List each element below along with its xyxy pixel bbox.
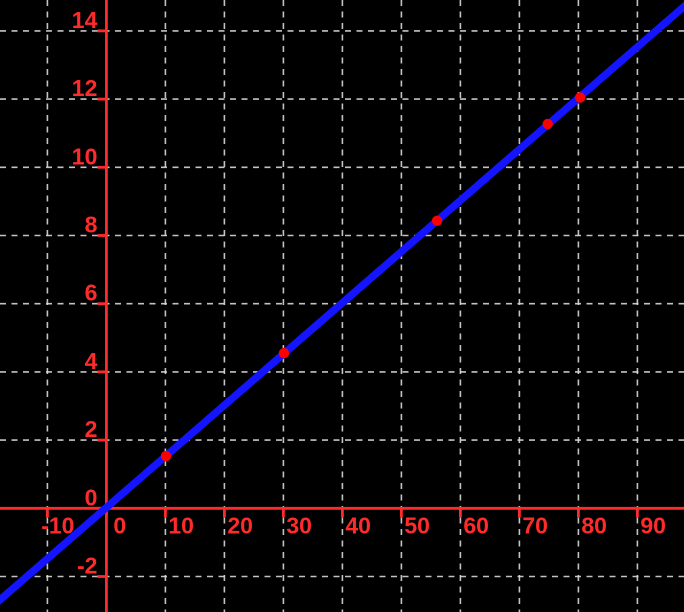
svg-text:30: 30 bbox=[286, 512, 312, 538]
svg-text:4: 4 bbox=[85, 348, 98, 374]
svg-text:10: 10 bbox=[72, 143, 98, 169]
svg-text:90: 90 bbox=[640, 512, 666, 538]
svg-text:-2: -2 bbox=[77, 553, 97, 579]
svg-text:70: 70 bbox=[522, 512, 548, 538]
svg-text:0: 0 bbox=[85, 484, 98, 510]
svg-text:2: 2 bbox=[85, 416, 98, 442]
svg-text:0: 0 bbox=[113, 512, 126, 538]
svg-text:50: 50 bbox=[404, 512, 430, 538]
svg-text:80: 80 bbox=[581, 512, 607, 538]
svg-text:-10: -10 bbox=[41, 512, 74, 538]
svg-text:40: 40 bbox=[345, 512, 371, 538]
svg-text:12: 12 bbox=[72, 75, 98, 101]
svg-text:60: 60 bbox=[463, 512, 489, 538]
svg-text:6: 6 bbox=[85, 280, 98, 306]
svg-text:20: 20 bbox=[227, 512, 253, 538]
svg-text:8: 8 bbox=[85, 212, 98, 238]
svg-text:10: 10 bbox=[168, 512, 194, 538]
svg-text:14: 14 bbox=[72, 7, 98, 33]
